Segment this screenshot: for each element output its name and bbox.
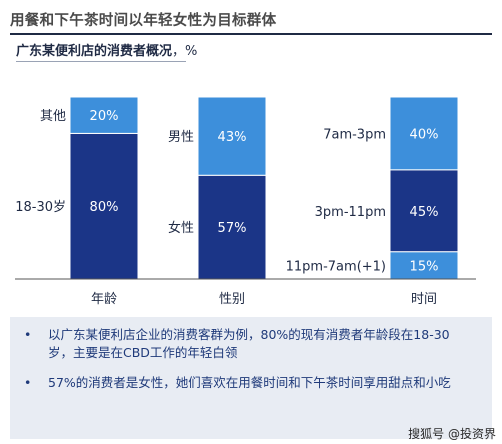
category-label: 时间 bbox=[411, 292, 437, 307]
bar-value-label: 40% bbox=[410, 127, 439, 142]
bar-segment bbox=[69, 96, 139, 134]
bullet-text: 以广东某便利店企业的消费客群为例，80%的现有消费者年龄段在18-30岁，主要是… bbox=[48, 327, 450, 360]
bar-value-label: 43% bbox=[218, 130, 247, 145]
segment-name-label: 其他 bbox=[40, 109, 66, 124]
segment-name-label: 男性 bbox=[168, 130, 194, 145]
bar-segment bbox=[197, 96, 267, 176]
segment-name-label: 女性 bbox=[168, 220, 194, 236]
subtitle-unit: ，% bbox=[172, 44, 198, 59]
bullet-dot: • bbox=[24, 327, 32, 342]
bar-segment bbox=[69, 132, 139, 280]
bar-segment bbox=[389, 251, 459, 280]
bar-value-label: 45% bbox=[410, 205, 439, 220]
bar-value-label: 20% bbox=[90, 109, 119, 124]
bullet-text: 57%的消费者是女性，她们喜欢在用餐时间和下午茶时间享用甜点和小吃 bbox=[48, 375, 451, 390]
bar-value-label: 57% bbox=[218, 221, 247, 236]
category-label: 性别 bbox=[219, 292, 245, 307]
bar-segment bbox=[389, 169, 459, 253]
chart-subtitle: 广东某便利店的消费者概况，% bbox=[16, 40, 197, 59]
subtitle-text: 广东某便利店的消费者概况 bbox=[16, 44, 173, 59]
segment-name-label: 7am-3pm bbox=[323, 127, 386, 142]
notes-panel: • 以广东某便利店企业的消费客群为例，80%的现有消费者年龄段在18-30岁，主… bbox=[10, 317, 492, 439]
bar-value-label: 15% bbox=[410, 259, 439, 274]
bullet-dot: • bbox=[24, 375, 32, 390]
segment-name-label: 3pm-11pm bbox=[315, 205, 386, 220]
title-rule bbox=[10, 33, 492, 35]
chart-title: 用餐和下午茶时间以年轻女性为目标群体 bbox=[10, 13, 277, 29]
bar-segment bbox=[389, 96, 459, 171]
bar-segment bbox=[197, 174, 267, 280]
segment-name-label: 11pm-7am(+1) bbox=[286, 259, 386, 274]
bar-value-label: 80% bbox=[90, 200, 119, 215]
segment-name-label: 18-30岁 bbox=[15, 200, 66, 215]
category-label: 年龄 bbox=[91, 292, 117, 307]
watermark: 搜狐号 @投资界 bbox=[408, 427, 496, 441]
subtitle-rule bbox=[16, 61, 186, 62]
